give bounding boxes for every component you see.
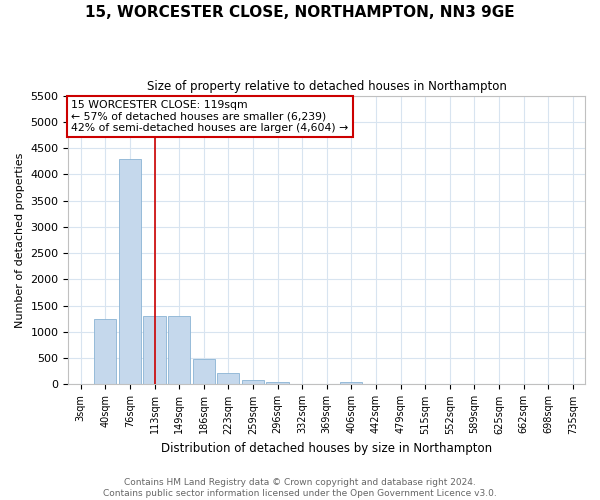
Bar	[217, 373, 239, 384]
Y-axis label: Number of detached properties: Number of detached properties	[15, 152, 25, 328]
Bar	[119, 158, 141, 384]
Title: Size of property relative to detached houses in Northampton: Size of property relative to detached ho…	[147, 80, 506, 93]
Bar	[340, 382, 362, 384]
X-axis label: Distribution of detached houses by size in Northampton: Distribution of detached houses by size …	[161, 442, 492, 455]
Text: 15 WORCESTER CLOSE: 119sqm
← 57% of detached houses are smaller (6,239)
42% of s: 15 WORCESTER CLOSE: 119sqm ← 57% of deta…	[71, 100, 348, 133]
Text: 15, WORCESTER CLOSE, NORTHAMPTON, NN3 9GE: 15, WORCESTER CLOSE, NORTHAMPTON, NN3 9G…	[85, 5, 515, 20]
Bar	[168, 316, 190, 384]
Bar	[94, 319, 116, 384]
Bar	[266, 382, 289, 384]
Bar	[143, 316, 166, 384]
Text: Contains HM Land Registry data © Crown copyright and database right 2024.
Contai: Contains HM Land Registry data © Crown c…	[103, 478, 497, 498]
Bar	[242, 380, 264, 384]
Bar	[193, 359, 215, 384]
